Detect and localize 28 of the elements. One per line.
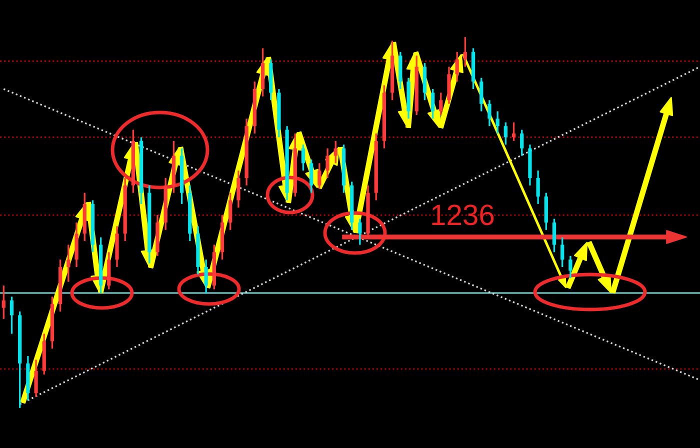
candlestick xyxy=(34,358,38,398)
candlestick xyxy=(552,218,556,254)
candlestick xyxy=(228,192,232,231)
candlestick xyxy=(480,77,484,112)
candlestick xyxy=(512,122,516,142)
candlestick xyxy=(520,128,524,157)
candlestick xyxy=(326,148,330,179)
candlestick xyxy=(310,158,314,194)
candlestick xyxy=(430,88,435,120)
candlestick xyxy=(204,258,208,294)
candlestick xyxy=(358,218,362,246)
candlestick xyxy=(496,110,500,134)
candlestick xyxy=(236,170,240,209)
candlestick xyxy=(66,244,70,283)
candlestick xyxy=(439,92,443,116)
candlestick xyxy=(2,284,6,320)
candlestick xyxy=(10,296,14,335)
candlestick xyxy=(504,122,508,146)
candlestick xyxy=(536,170,540,205)
annotation: 1236 xyxy=(432,204,494,226)
candlestick xyxy=(334,140,338,164)
candlestick xyxy=(463,36,468,68)
candlestick xyxy=(560,236,564,268)
candlestick xyxy=(455,51,459,82)
candlestick xyxy=(568,255,572,279)
candlestick xyxy=(488,99,492,127)
candlestick xyxy=(318,162,322,190)
candlestick xyxy=(301,144,306,172)
